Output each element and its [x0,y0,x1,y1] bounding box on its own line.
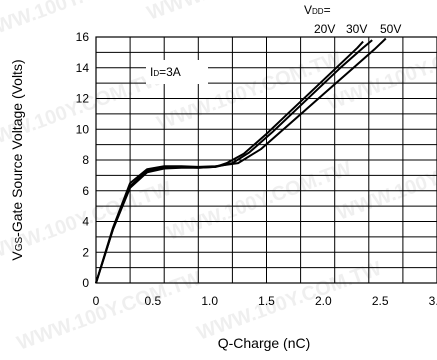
x-tick-label: 1.0 [201,294,218,308]
series-label-50v: 50V [380,22,401,36]
x-tick-label: 0.5 [144,294,161,308]
y-tick-label: 4 [82,215,89,229]
x-tick-label: 2.0 [315,294,332,308]
tick-labels: 0 0.5 1.0 1.5 2.0 2.5 3.0 0 2 4 6 8 10 12 14 16 [76,30,437,308]
series-line-50v [95,37,387,284]
y-axis-title: VGS-Gate Source Voltage (Volts) [9,59,25,260]
x-tick-label: 2.5 [372,294,389,308]
y-tick-label: 2 [82,245,89,259]
x-tick-label: 3.0 [429,294,437,308]
vdd-label: VDD= [304,3,331,17]
y-tick-label: 0 [82,276,89,290]
id-annotation-background [146,60,208,84]
watermark-text: WWW.100Y.COM.TW [14,267,204,354]
y-tick-label: 6 [82,184,89,198]
series-label-20v: 20V [314,22,335,36]
id-annotation-sub: D [153,69,159,78]
watermark-text: WWW.100Y.COM.TW [164,157,354,244]
watermark-text: WWW.100Y.COM.TW [324,27,437,114]
plot-frame [95,36,437,284]
y-axis-title-rest: -Gate Source Voltage (Volts) [9,59,25,236]
x-tick-label: 1.5 [258,294,275,308]
id-annotation-rest: =3A [159,65,181,79]
y-tick-label: 10 [76,122,90,136]
watermark-text: WWW.100Y.COM.TW [194,257,384,344]
y-axis-title-main: V [9,251,25,261]
vdd-label-rest: = [324,3,331,17]
y-tick-label: 12 [76,92,90,106]
y-tick-label: 8 [82,153,89,167]
y-axis-title-sub: GS [14,236,25,251]
id-annotation: ID=3A [150,65,181,79]
vdd-label-main: V [304,3,312,17]
x-tick-label: 0 [93,294,100,308]
id-annotation-main: I [150,65,153,79]
series-layer [95,37,387,284]
watermark-text: WWW.100Y.COM.TW [334,137,437,224]
x-axis-title: Q-Charge (nC) [218,335,311,351]
series-label-30v: 30V [346,22,367,36]
grid [96,37,437,283]
y-tick-label: 16 [76,30,90,44]
y-tick-label: 14 [76,61,90,75]
vdd-label-sub: DD [312,7,324,16]
